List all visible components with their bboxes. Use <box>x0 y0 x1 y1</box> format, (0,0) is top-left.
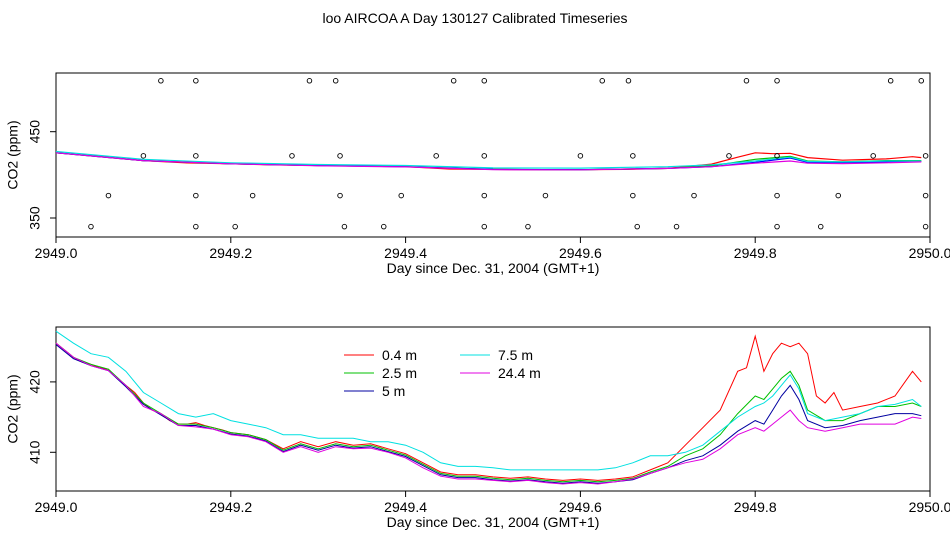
calibration-point <box>450 78 457 84</box>
series-line-4 <box>55 152 922 171</box>
legend-label-4: 24.4 m <box>498 365 541 381</box>
co2-profile-panel: 2949.0 2949.2 2949.4 2949.6 2949.8 2950.0 410 4… <box>5 326 950 530</box>
calibration-point <box>774 153 780 159</box>
calibrated-timeseries-panel: 2949.0 2949.2 2949.4 2949.6 2949.8 2950.0 350 4… <box>5 72 950 276</box>
calibration-point <box>140 153 147 159</box>
calibration-point <box>726 153 732 159</box>
legend-label-1: 2.5 m <box>382 365 417 381</box>
calibration-point <box>630 192 636 199</box>
calibration-point <box>88 223 94 230</box>
calibration-point <box>774 192 780 199</box>
legend-label-3: 7.5 m <box>498 347 533 363</box>
x-tick-label-1: 2949.2 <box>209 245 252 261</box>
calibration-point <box>630 153 636 159</box>
calibration-point <box>481 192 488 199</box>
calibration-point <box>922 192 929 199</box>
calibration-point <box>341 223 348 230</box>
calibration-point <box>193 78 199 84</box>
x-tick-label-5: 2950.0 <box>909 245 950 261</box>
calibration-point <box>774 78 780 84</box>
x-axis-label: Day since Dec. 31, 2004 (GMT+1) <box>387 514 600 530</box>
calibration-point <box>381 223 387 230</box>
calibration-point <box>577 153 584 159</box>
x-tick-label-2: 2949.4 <box>384 499 427 515</box>
x-tick-label-0: 2949.0 <box>35 245 78 261</box>
calibration-point <box>542 192 549 199</box>
calibration-point <box>774 223 780 230</box>
calibration-point <box>634 223 640 230</box>
calibration-point <box>922 223 929 230</box>
calibration-point <box>398 192 404 199</box>
y-tick-label-0: 410 <box>27 440 43 464</box>
calibration-point <box>105 192 112 199</box>
calibration-point <box>743 78 750 84</box>
calibration-point <box>433 153 439 159</box>
calibration-point <box>158 78 164 84</box>
calibration-point <box>337 153 343 159</box>
calibration-point <box>193 223 199 230</box>
calibration-point <box>481 153 488 159</box>
calibration-point <box>922 153 929 159</box>
y-tick-label-0: 350 <box>27 206 43 230</box>
x-tick-label-3: 2949.6 <box>559 245 602 261</box>
calibration-point <box>249 192 256 199</box>
calibration-point <box>673 223 680 230</box>
x-axis-label: Day since Dec. 31, 2004 (GMT+1) <box>387 260 600 276</box>
x-tick-label-5: 2950.0 <box>909 499 950 515</box>
plot-frame <box>55 326 931 492</box>
calibration-point <box>481 223 488 230</box>
calibration-point <box>232 223 238 230</box>
legend-label-0: 0.4 m <box>382 347 417 363</box>
legend-label-2: 5 m <box>382 383 405 399</box>
x-tick-label-0: 2949.0 <box>35 499 78 515</box>
series-line-7-5-m <box>55 330 922 471</box>
series-line-24-4-m <box>55 342 922 485</box>
calibration-point <box>337 192 343 199</box>
x-tick-label-2: 2949.4 <box>384 245 427 261</box>
x-tick-label-4: 2949.8 <box>734 245 777 261</box>
calibration-point <box>918 78 925 84</box>
y-axis-label: CO2 (ppm) <box>5 374 21 443</box>
calibration-point <box>306 78 313 84</box>
calibration-point <box>625 78 632 84</box>
y-tick-label-1: 450 <box>27 120 43 144</box>
calibration-point <box>870 153 876 159</box>
calibration-point <box>835 192 841 199</box>
calibration-point <box>193 153 199 159</box>
y-tick-label-1: 420 <box>27 370 43 394</box>
x-tick-label-1: 2949.2 <box>209 499 252 515</box>
y-axis-label: CO2 (ppm) <box>5 120 21 189</box>
series-line-2-5-m <box>55 342 922 483</box>
calibration-point <box>481 78 488 84</box>
calibration-point <box>332 78 339 84</box>
calibration-point <box>818 223 824 230</box>
calibration-point <box>193 192 199 199</box>
x-tick-label-3: 2949.6 <box>559 499 602 515</box>
series-line-3 <box>55 150 922 169</box>
calibration-point <box>289 153 295 159</box>
series-line-0-4-m <box>55 334 922 481</box>
series-line-5-m <box>55 344 922 484</box>
calibration-point <box>525 223 531 230</box>
plot-frame <box>55 72 931 238</box>
calibration-point <box>691 192 697 199</box>
legend: 0.4 m 2.5 m 5 m 7.5 m 24.4 m <box>344 347 541 399</box>
calibration-point <box>599 78 606 84</box>
calibration-point <box>887 78 894 84</box>
chart-title: loo AIRCOA A Day 130127 Calibrated Times… <box>322 10 628 26</box>
x-tick-label-4: 2949.8 <box>734 499 777 515</box>
